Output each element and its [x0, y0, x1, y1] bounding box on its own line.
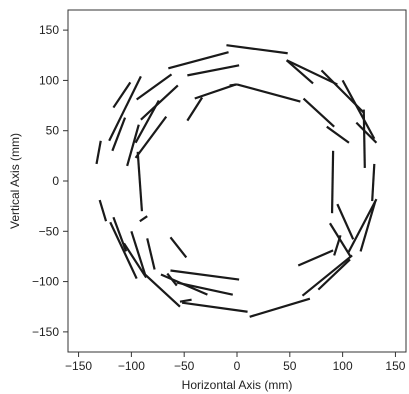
segment-39: [336, 203, 355, 240]
x-tick-label-3: 0: [234, 359, 241, 373]
y-tick-label-2: −50: [39, 224, 60, 238]
x-tick-label-0: −150: [65, 359, 92, 373]
segment-15: [346, 198, 378, 254]
segment-8: [109, 221, 138, 280]
x-tick-label-4: 50: [283, 359, 297, 373]
segment-17: [371, 163, 376, 202]
y-tick-label-3: 0: [52, 174, 59, 188]
segment-21: [320, 69, 365, 114]
segment-32: [123, 242, 148, 279]
segment-31: [139, 215, 148, 223]
y-tick-label-1: −100: [32, 275, 59, 289]
y-tick-label-5: 100: [39, 73, 59, 87]
x-axis-label: Horizontal Axis (mm): [182, 378, 293, 392]
segment-47: [326, 125, 350, 144]
segment-42: [134, 115, 168, 159]
segment-4: [108, 75, 142, 142]
segment-12: [249, 297, 311, 318]
segment-27: [140, 84, 179, 121]
segment-20: [341, 79, 376, 140]
segment-34: [160, 273, 208, 296]
segment-3: [112, 81, 132, 109]
x-axis: −150 −100 −50 0 50 100 150: [65, 352, 406, 373]
data-segments: [95, 44, 378, 318]
y-axis-label: Vertical Axis (mm): [8, 133, 22, 229]
segment-26: [236, 83, 301, 103]
segment-19: [355, 121, 378, 144]
segment-37: [297, 249, 334, 267]
segment-44: [111, 117, 127, 152]
y-tick-label-6: 150: [39, 23, 59, 37]
segment-9: [144, 273, 181, 308]
segment-10: [181, 301, 248, 313]
segment-46: [302, 97, 335, 128]
y-axis: −150 −100 −50 0 50 100 150: [32, 23, 68, 339]
segment-22: [285, 59, 314, 85]
segment-49: [169, 236, 188, 259]
segment-48: [330, 150, 335, 214]
plot-frame: [67, 9, 407, 353]
segment-11: [179, 298, 192, 303]
segment-43: [186, 96, 204, 122]
segment-41: [136, 151, 144, 212]
segment-50: [229, 83, 238, 87]
segment-5: [95, 140, 102, 165]
segment-25: [194, 83, 237, 100]
segment-7: [112, 216, 128, 252]
segment-14: [317, 258, 351, 291]
segment-0: [226, 44, 288, 55]
y-tick-label-0: −150: [32, 325, 59, 339]
y-tick-label-4: 50: [46, 124, 60, 138]
segment-45: [146, 238, 156, 270]
x-tick-label-5: 100: [333, 359, 353, 373]
segment-2: [136, 73, 173, 101]
x-tick-label-1: −100: [118, 359, 145, 373]
segment-38: [329, 222, 353, 259]
segment-23: [286, 59, 338, 86]
segment-36: [170, 269, 240, 281]
x-tick-label-2: −50: [174, 359, 195, 373]
segment-24: [187, 64, 240, 77]
segment-6: [98, 199, 108, 222]
segment-16: [359, 200, 377, 252]
segment-29: [126, 124, 140, 167]
segment-13: [301, 254, 353, 297]
segment-1: [168, 51, 229, 70]
segment-30: [130, 230, 147, 275]
segment-35: [166, 272, 178, 287]
segment-28: [134, 99, 160, 144]
segment-40: [333, 234, 342, 256]
x-tick-label-6: 150: [385, 359, 405, 373]
